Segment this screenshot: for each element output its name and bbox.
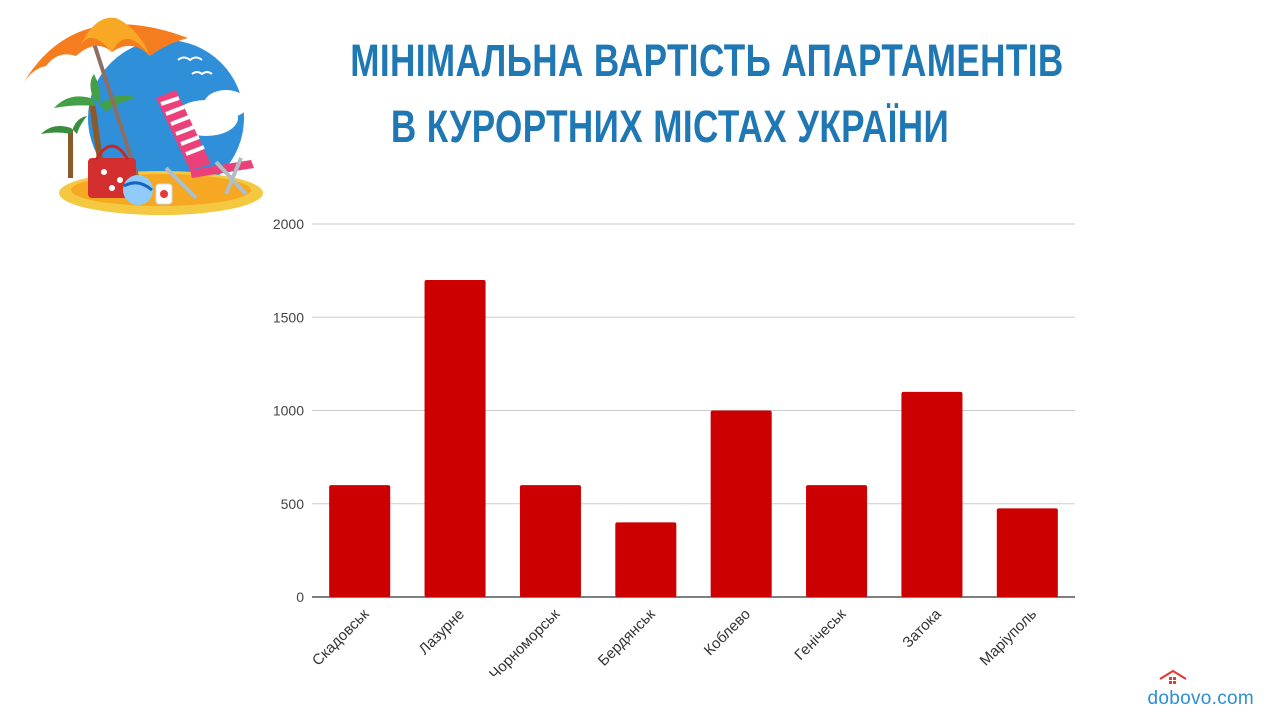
x-tick-label: Скадовськ [309, 606, 373, 670]
house-icon [1158, 669, 1188, 690]
y-tick-label: 1500 [273, 309, 304, 325]
x-tick-label: Лазурне [416, 606, 468, 658]
y-tick-label: 2000 [273, 216, 304, 232]
bar [519, 485, 581, 597]
bar [615, 522, 677, 597]
chart-title-line-2: в курортних містах України [390, 101, 950, 152]
chart-title: Мінімальна вартість апартаментів в курор… [350, 28, 1064, 160]
bar [996, 508, 1058, 597]
y-tick-label: 1000 [273, 403, 304, 419]
brand-logo-text[interactable]: dobovo.com [1147, 688, 1254, 709]
beach-illustration-icon [16, 8, 266, 228]
x-tick-label: Бердянськ [595, 606, 659, 670]
y-tick-label: 500 [281, 496, 305, 512]
x-tick-label: Маріуполь [977, 606, 1041, 670]
y-tick-label: 0 [296, 589, 304, 605]
bar [424, 279, 486, 597]
bar [806, 485, 868, 597]
bar [710, 410, 772, 597]
bar [901, 391, 963, 597]
chart-title-line-1: Мінімальна вартість апартаментів [350, 35, 1064, 86]
x-tick-label: Генічеськ [791, 606, 849, 664]
bar [329, 485, 391, 597]
x-tick-label: Коблево [701, 606, 754, 659]
x-tick-label: Затока [899, 605, 945, 651]
x-tick-label: Чорноморськ [486, 606, 564, 684]
